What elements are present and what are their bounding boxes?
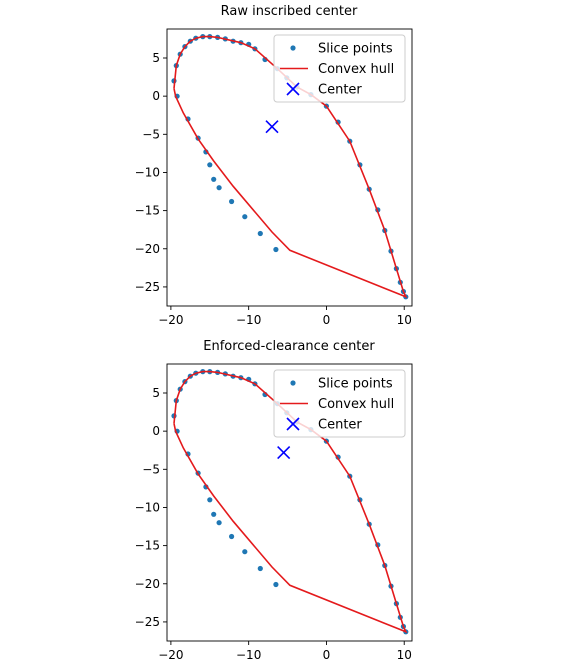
- legend-label: Convex hull: [318, 397, 394, 412]
- slice-point: [242, 549, 248, 555]
- y-tick-label: 0: [152, 424, 160, 438]
- y-tick-label: 5: [152, 51, 160, 65]
- x-tick-label: −10: [236, 648, 261, 662]
- x-tick-label: −10: [236, 313, 261, 327]
- slice-point: [211, 511, 217, 517]
- series-convex-hull-line: [173, 35, 408, 299]
- y-tick-label: −15: [135, 204, 160, 218]
- y-tick-label: −25: [135, 280, 160, 294]
- axes-frame: [166, 363, 413, 642]
- slice-point: [229, 198, 235, 205]
- y-tick-label: −10: [135, 500, 160, 514]
- y-tick-label: 5: [152, 386, 160, 400]
- legend-box: [273, 34, 406, 103]
- y-tick-label: −5: [142, 127, 160, 141]
- chart-title: Raw inscribed center: [221, 4, 358, 19]
- slice-point: [257, 230, 263, 237]
- chart-panel-raw: Raw inscribed center −20 −10 0 10 5 0 −5 −10 −15…: [135, 4, 413, 327]
- slice-point: [207, 162, 213, 168]
- y-tick-label: −10: [135, 165, 160, 179]
- legend-label: Slice points: [318, 377, 393, 392]
- y-tick-label: −15: [135, 539, 160, 553]
- legend-label: Slice points: [318, 42, 393, 57]
- y-tick-label: −5: [142, 462, 160, 476]
- legend-key-center: [286, 417, 300, 431]
- slice-point: [207, 497, 213, 503]
- slice-point: [273, 246, 279, 253]
- center-marker-stroke: [265, 120, 279, 134]
- legend-label: Convex hull: [318, 62, 394, 77]
- center-marker-stroke: [277, 445, 291, 460]
- y-tick-label: −25: [135, 615, 160, 629]
- x-tick-label: 0: [323, 648, 331, 662]
- slice-point: [242, 214, 248, 220]
- legend: Slice points Convex hull Center: [273, 369, 406, 438]
- axes-frame: [166, 28, 413, 307]
- x-tick-label: 0: [323, 313, 331, 327]
- legend-key-slice-points: [290, 45, 296, 51]
- slice-point: [216, 185, 222, 191]
- chart-title: Enforced-clearance center: [203, 339, 375, 354]
- legend-key-center: [286, 82, 300, 96]
- y-tick-label: −20: [135, 577, 160, 591]
- x-tick-label: 10: [397, 648, 412, 662]
- center-marker: [265, 120, 279, 134]
- y-tick-label: 0: [152, 89, 160, 103]
- slice-point: [211, 176, 217, 182]
- legend: Slice points Convex hull Center: [273, 34, 406, 103]
- chart-panel-enforced: Enforced-clearance center −20 −10 0 10 5 0 −5 −…: [135, 339, 413, 662]
- x-tick-label: 10: [397, 313, 412, 327]
- slice-point: [273, 581, 279, 588]
- y-tick-label: −20: [135, 242, 160, 256]
- legend-box: [273, 369, 406, 438]
- legend-label: Center: [318, 418, 362, 433]
- x-tick-label: −20: [158, 648, 183, 662]
- series-convex-hull-line: [173, 370, 408, 634]
- x-tick-label: −20: [158, 313, 183, 327]
- slice-point: [229, 533, 235, 540]
- legend-label: Center: [318, 83, 362, 98]
- slice-point: [257, 565, 263, 572]
- slice-point: [216, 520, 222, 526]
- center-marker: [277, 445, 291, 460]
- legend-key-slice-points: [290, 380, 296, 386]
